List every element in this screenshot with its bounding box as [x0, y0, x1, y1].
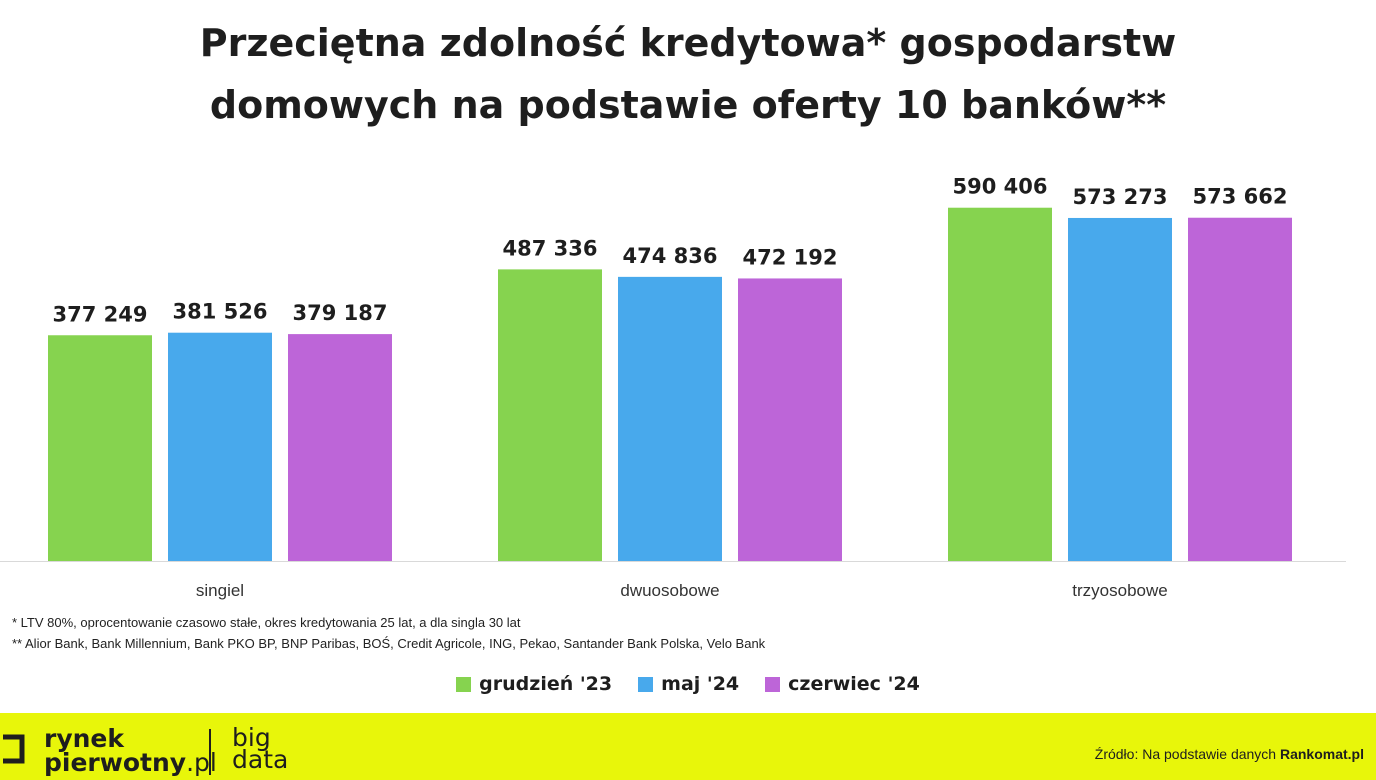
logo-rynek: rynek: [44, 724, 125, 753]
legend-label-3: czerwiec '24: [788, 673, 920, 695]
legend-swatch-3: [765, 676, 781, 692]
bar-dwuosobowe-1: [498, 269, 602, 561]
chart-title-line-1: Przeciętna zdolność kredytowa* gospodars…: [199, 21, 1177, 65]
chart-legend: grudzień '23 maj '24 czerwiec '24: [0, 673, 1376, 695]
bar-singiel-2: [168, 332, 272, 561]
bar-singiel-3: [288, 334, 392, 561]
bar-trzyosobowe-3: [1188, 217, 1292, 561]
legend-label-1: grudzień '23: [479, 673, 613, 695]
category-label-dwuosobowe: dwuosobowe: [620, 581, 719, 600]
source-note: Źródło: Na podstawie danych Rankomat.pl: [1095, 746, 1364, 762]
bar-chart: 377 249 381 526 379 187 singiel 487 336 474 8…: [0, 175, 1346, 600]
legend-label-2: maj '24: [661, 673, 740, 695]
footnote-ltv: * LTV 80%, oprocentowanie czasowo stałe,…: [12, 615, 521, 630]
data-label-dwuosobowe-1: 487 336: [503, 236, 598, 260]
data-label-singiel-3: 379 187: [293, 301, 388, 325]
footnotes: * LTV 80%, oprocentowanie czasowo stałe,…: [12, 612, 765, 654]
category-label-singiel: singiel: [196, 581, 244, 600]
logo-pierwotny-bold: pierwotny: [44, 748, 187, 777]
logo-big-data: big data: [232, 723, 289, 774]
data-label-dwuosobowe-2: 474 836: [623, 244, 718, 268]
footer-bar: rynek pierwotny.pl big data Źródło: Na p…: [0, 713, 1376, 780]
footnote-banks: ** Alior Bank, Bank Millennium, Bank PKO…: [12, 636, 766, 651]
bar-trzyosobowe-2: [1068, 217, 1172, 562]
legend-item-1: grudzień '23: [456, 673, 612, 695]
bar-trzyosobowe-1: [948, 207, 1052, 561]
bar-singiel-1: [48, 335, 152, 561]
logo-divider: [209, 729, 211, 775]
logo-data: data: [232, 745, 289, 774]
chart-title: Przeciętna zdolność kredytowa* gospodars…: [0, 12, 1376, 136]
bar-dwuosobowe-3: [738, 278, 842, 561]
legend-swatch-1: [456, 676, 472, 692]
chart-title-line-2: domowych na podstawie oferty 10 banków**: [209, 83, 1167, 127]
category-label-trzyosobowe: trzyosobowe: [1072, 581, 1167, 600]
logo-big: big: [232, 723, 271, 752]
logo-pierwotny: pierwotny.pl: [44, 750, 217, 776]
bar-dwuosobowe-2: [618, 276, 722, 561]
rynek-pierwotny-logo-icon: [3, 734, 25, 764]
source-prefix: Źródło: Na podstawie danych: [1094, 746, 1280, 762]
data-label-trzyosobowe-3: 573 662: [1193, 185, 1288, 209]
data-label-singiel-2: 381 526: [173, 300, 268, 324]
data-label-singiel-1: 377 249: [53, 302, 148, 326]
logo-pl: .pl: [186, 748, 217, 777]
source-brand: Rankomat.pl: [1279, 746, 1364, 762]
data-label-trzyosobowe-1: 590 406: [953, 175, 1048, 199]
data-label-dwuosobowe-3: 472 192: [743, 245, 838, 269]
legend-item-2: maj '24: [638, 673, 739, 695]
legend-swatch-2: [638, 676, 654, 692]
legend-item-3: czerwiec '24: [765, 673, 920, 695]
data-label-trzyosobowe-2: 573 273: [1073, 185, 1168, 209]
